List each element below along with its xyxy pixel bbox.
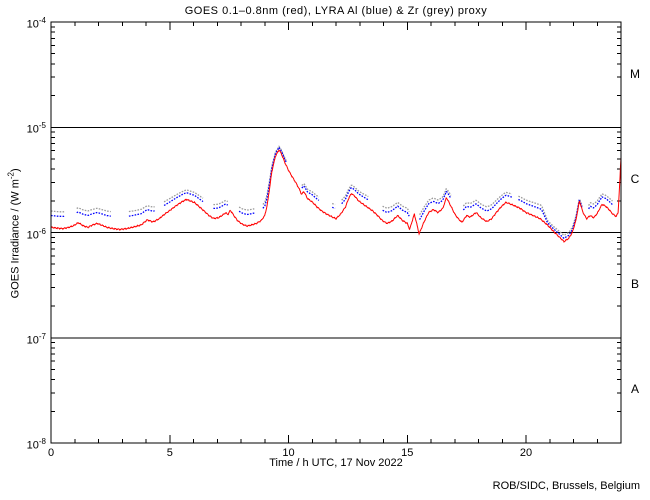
y-tick-label: 10-5: [26, 121, 46, 136]
y-axis-label-exponent: -2: [6, 172, 16, 180]
series-path-lyra-al: [50, 146, 613, 240]
x-tick-label: 5: [166, 447, 173, 459]
x-tick-label: 20: [519, 447, 533, 459]
y-tick-label: 10-7: [26, 331, 46, 347]
y-tick-label: 10-4: [26, 16, 46, 31]
series-path-goes: [50, 149, 622, 243]
class-label-M: M: [630, 66, 640, 81]
class-label-C: C: [630, 171, 640, 186]
y-axis-label-close: ): [9, 168, 22, 172]
y-tick-label: 10-6: [26, 226, 46, 242]
x-tick-label: 0: [47, 447, 55, 459]
plot-frame: [50, 21, 622, 444]
x-axis-label: Time / h UTC, 17 Nov 2022: [269, 457, 403, 469]
x-tick-label: 15: [401, 447, 414, 459]
x-tick-label: 10: [282, 447, 295, 459]
y-tick-label: 10-8: [26, 437, 46, 452]
footer-credit: ROB/SIDC, Brussels, Belgium: [492, 480, 640, 492]
series-path-lyra-zr: [50, 145, 613, 237]
class-label-B: B: [630, 277, 639, 292]
class-label-A: A: [630, 382, 639, 397]
chart-title: GOES 0.1–0.8nm (red), LYRA Al (blue) & Z…: [184, 5, 488, 17]
